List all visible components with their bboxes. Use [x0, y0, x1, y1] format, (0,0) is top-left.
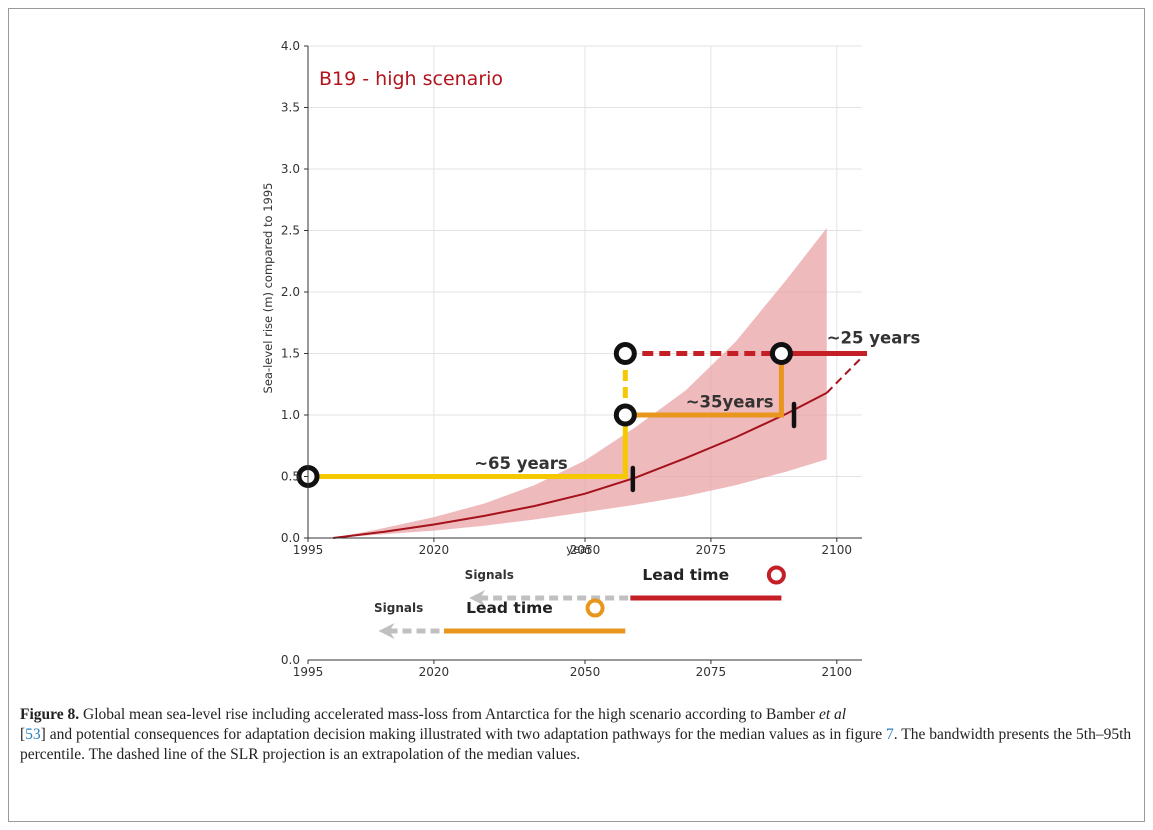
sea-level-chart: 0.0 0.5 1.0 1.5 2.0 2.5 3.0 3.5 4.0 1995 2020 2050 2…	[261, 39, 920, 679]
duration-annotation-3: ~25 years	[827, 329, 921, 348]
x-tick-label: 2075	[696, 543, 727, 557]
y-tick-label: 0.5	[281, 470, 300, 484]
lead-time-label-1: Lead time	[642, 566, 729, 584]
decision-point-4	[769, 342, 793, 365]
panel-x-tick-label: 2100	[822, 665, 853, 679]
caption-text-2: ] and potential consequences for adaptat…	[40, 726, 887, 743]
figure-caption: Figure 8. Global mean sea-level rise inc…	[20, 705, 1135, 765]
lead-time-circle-2	[585, 598, 605, 618]
caption-text-1: Global mean sea-level rise including acc…	[79, 706, 819, 723]
signal-arrow-1	[469, 590, 486, 606]
panel-x-tick-label: 1995	[293, 665, 324, 679]
tipping-marks-layer	[630, 401, 797, 493]
x-axis-label: year	[566, 542, 592, 556]
y-tick-label: 3.5	[281, 101, 300, 115]
y-tick-label: 4.0	[281, 39, 300, 53]
caption-reference-link[interactable]: 53	[25, 726, 41, 743]
signals-label-1: Signals	[465, 568, 514, 582]
x-tick-label: 2050	[570, 543, 601, 557]
y-axis-label: Sea-level rise (m) compared to 1995	[261, 183, 275, 394]
y-tick-label: 2.0	[281, 285, 300, 299]
y-tick-label: 1.5	[281, 347, 300, 361]
y-tick-label: 0.0	[281, 531, 300, 545]
panel-y-tick-label: 0.0	[281, 653, 300, 667]
lead-time-circle-1	[766, 565, 786, 585]
pathway-segment-1	[308, 415, 628, 479]
caption-figure-link[interactable]: 7	[886, 726, 894, 743]
median-line	[333, 391, 828, 539]
caption-label: Figure 8.	[20, 706, 80, 723]
y-tick-label: 1.0	[281, 408, 300, 422]
pathways-layer	[308, 351, 868, 479]
panel-x-tick-label: 2020	[419, 665, 450, 679]
caption-ref-open: [	[20, 726, 26, 743]
annotations-layer: ~65 years ~35years ~25 years	[474, 329, 920, 473]
lead-time-label-2: Lead time	[466, 599, 553, 617]
axes-layer	[304, 45, 862, 542]
panel-x-tick-label: 2075	[696, 665, 727, 679]
x-tick-label: 2020	[419, 543, 450, 557]
decision-point-2	[613, 403, 637, 427]
caption-etal: et al	[818, 706, 847, 723]
x-tick-label: 2100	[822, 543, 853, 557]
decision-points-layer	[296, 342, 793, 488]
caption-text-3: . The bandwidth presents the 5th–95th pe…	[20, 726, 1132, 763]
y-tick-label: 3.0	[281, 162, 300, 176]
duration-annotation-2: ~35years	[686, 393, 774, 412]
pathway-segment-3	[625, 353, 784, 418]
x-tick-label: 1995	[293, 543, 324, 557]
median-extrapolation-line	[826, 356, 863, 394]
scenario-label: B19 - high scenario	[319, 68, 503, 90]
tick-labels-layer: 0.0 0.5 1.0 1.5 2.0 2.5 3.0 3.5 4.0 1995 2020 2050 2…	[281, 39, 852, 557]
percentile-band	[333, 228, 827, 539]
y-tick-label: 2.5	[281, 224, 300, 238]
panel-x-tick-label: 2050	[570, 665, 601, 679]
signals-label-2: Signals	[374, 601, 423, 615]
duration-annotation-1: ~65 years	[474, 454, 568, 473]
decision-point-3	[613, 342, 637, 365]
signal-arrow-2	[378, 623, 395, 639]
